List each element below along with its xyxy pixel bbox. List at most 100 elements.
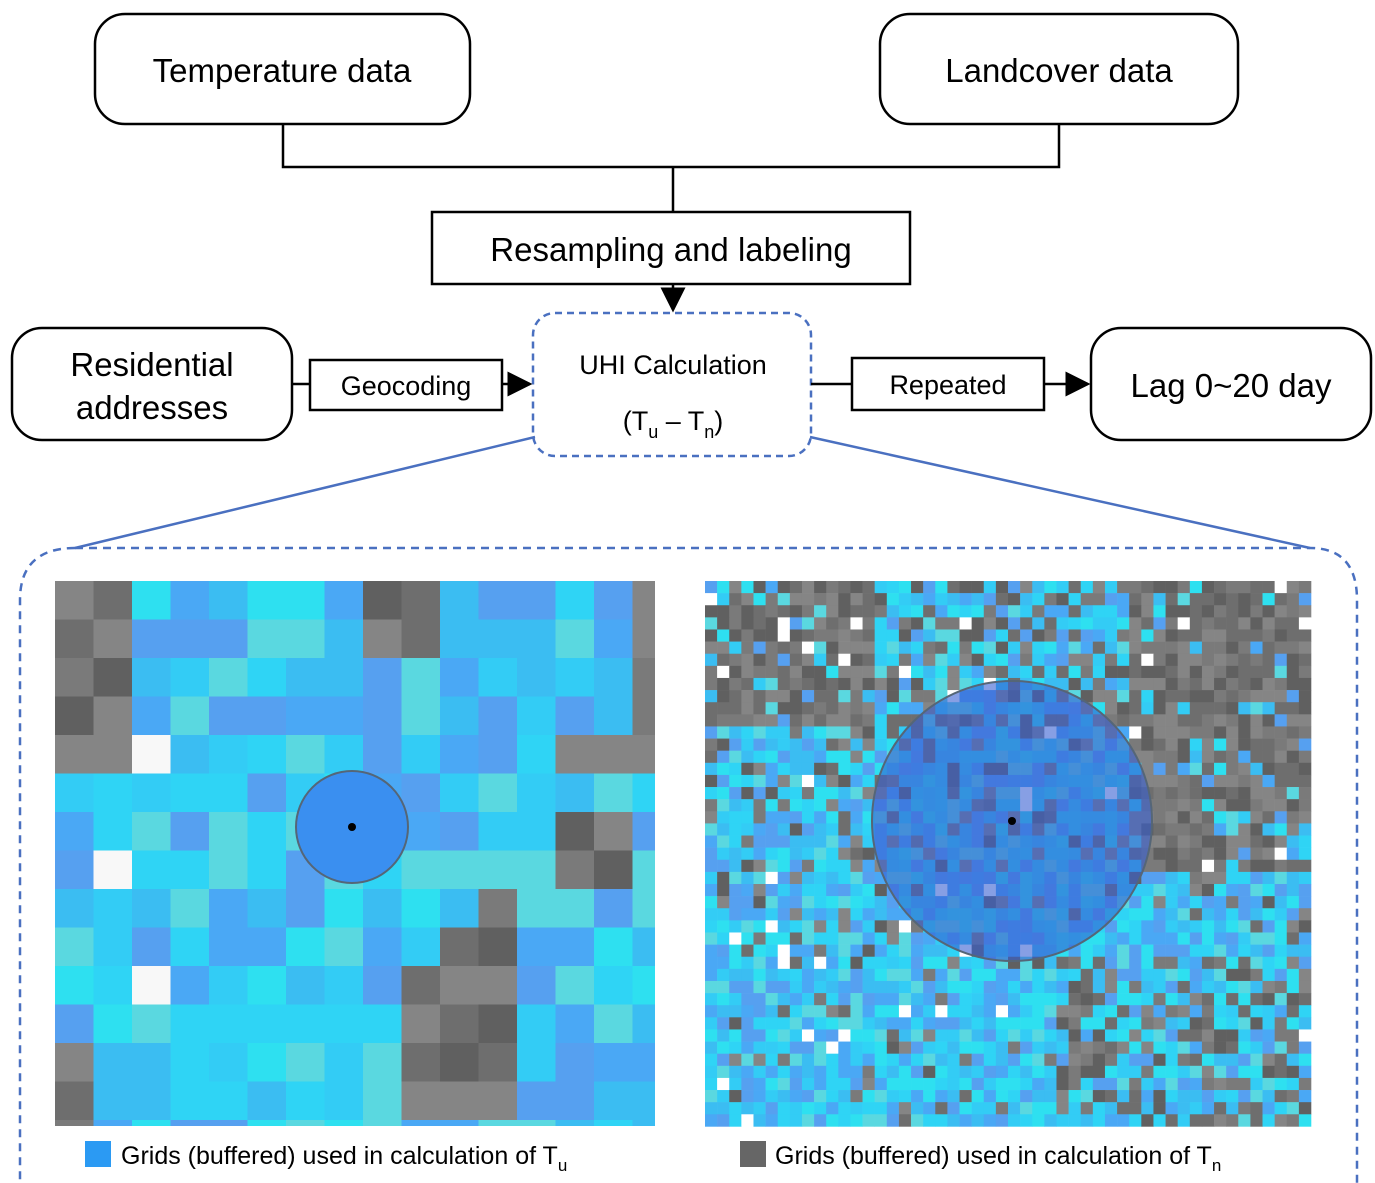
map-cell <box>802 702 814 714</box>
map-cell <box>1250 945 1262 957</box>
map-cell <box>1238 1090 1250 1102</box>
map-cell <box>94 774 133 813</box>
map-cell <box>1250 787 1262 799</box>
map-cell <box>875 690 887 702</box>
map-cell <box>248 697 287 736</box>
map-cell <box>729 678 741 690</box>
map-cell <box>1153 1090 1165 1102</box>
map-cell <box>1178 993 1190 1005</box>
map-cell <box>887 920 899 932</box>
map-cell <box>753 763 765 775</box>
map-cell <box>440 928 479 967</box>
map-cell <box>717 1066 729 1078</box>
map-cell <box>1299 811 1311 823</box>
map-cell <box>705 1078 717 1090</box>
map-cell <box>1178 714 1190 726</box>
map-cell <box>753 1029 765 1041</box>
map-cell <box>935 1029 947 1041</box>
map-cell <box>863 726 875 738</box>
map-cell <box>766 872 778 884</box>
map-cell <box>814 775 826 787</box>
map-cell <box>1178 848 1190 860</box>
map-cell <box>814 823 826 835</box>
map-cell <box>717 1029 729 1041</box>
map-cell <box>1008 1005 1020 1017</box>
map-cell <box>717 993 729 1005</box>
map-cell <box>1287 605 1299 617</box>
map-cell <box>1020 1005 1032 1017</box>
map-cell <box>1299 775 1311 787</box>
map-cell <box>923 981 935 993</box>
geocoding-label: Geocoding <box>341 371 472 401</box>
map-cell <box>1263 1029 1275 1041</box>
map-cell <box>1202 823 1214 835</box>
map-cell <box>1032 1090 1044 1102</box>
map-cell <box>1202 1029 1214 1041</box>
map-cell <box>209 697 248 736</box>
map-cell <box>911 957 923 969</box>
map-cell <box>1299 920 1311 932</box>
map-cell <box>935 617 947 629</box>
map-cell <box>741 1005 753 1017</box>
map-cell <box>717 957 729 969</box>
map-cell <box>1093 1102 1105 1114</box>
map-cell <box>1214 787 1226 799</box>
map-cell <box>790 799 802 811</box>
map-cell <box>1214 1114 1226 1126</box>
map-cell <box>1250 1042 1262 1054</box>
map-cell <box>1141 739 1153 751</box>
map-cell <box>1275 836 1287 848</box>
map-cell <box>802 932 814 944</box>
map-cell <box>633 620 656 659</box>
map-cell <box>947 1017 959 1029</box>
map-cell <box>741 1078 753 1090</box>
map-cell <box>1069 1054 1081 1066</box>
map-cell <box>717 945 729 957</box>
map-cell <box>1287 666 1299 678</box>
map-cell <box>1069 1102 1081 1114</box>
map-cell <box>1129 593 1141 605</box>
map-cell <box>1275 702 1287 714</box>
map-cell <box>1226 896 1238 908</box>
maps <box>55 581 1311 1127</box>
map-cell <box>1178 787 1190 799</box>
map-cell <box>972 642 984 654</box>
map-cell <box>1263 1102 1275 1114</box>
map-cell <box>479 812 518 851</box>
map-cell <box>814 593 826 605</box>
map-cell <box>705 811 717 823</box>
map-cell <box>766 1114 778 1126</box>
map-cell <box>741 690 753 702</box>
map-cell <box>899 1078 911 1090</box>
map-cell <box>1166 836 1178 848</box>
map-cell <box>286 658 325 697</box>
map-cell <box>935 1005 947 1017</box>
map-cell <box>1105 932 1117 944</box>
map-cell <box>1153 1054 1165 1066</box>
map-cell <box>1178 969 1190 981</box>
map-cell <box>875 884 887 896</box>
map-cell <box>1093 1054 1105 1066</box>
map-cell <box>1214 945 1226 957</box>
map-cell <box>984 617 996 629</box>
map-cell <box>826 702 838 714</box>
map-cell <box>1153 799 1165 811</box>
map-cell <box>440 889 479 928</box>
map-cell <box>802 811 814 823</box>
map-cell <box>1056 617 1068 629</box>
map-cell <box>741 666 753 678</box>
map-cell <box>705 957 717 969</box>
map-cell <box>717 617 729 629</box>
map-cell <box>863 1090 875 1102</box>
map-cell <box>778 836 790 848</box>
map-cell <box>325 1120 364 1126</box>
map-cell <box>1020 666 1032 678</box>
map-cell <box>1238 1078 1250 1090</box>
map-cell <box>887 932 899 944</box>
map-cell <box>1044 993 1056 1005</box>
map-cell <box>947 666 959 678</box>
map-cell <box>778 932 790 944</box>
map-cell <box>1056 666 1068 678</box>
map-cell <box>838 617 850 629</box>
map-cell <box>1238 945 1250 957</box>
